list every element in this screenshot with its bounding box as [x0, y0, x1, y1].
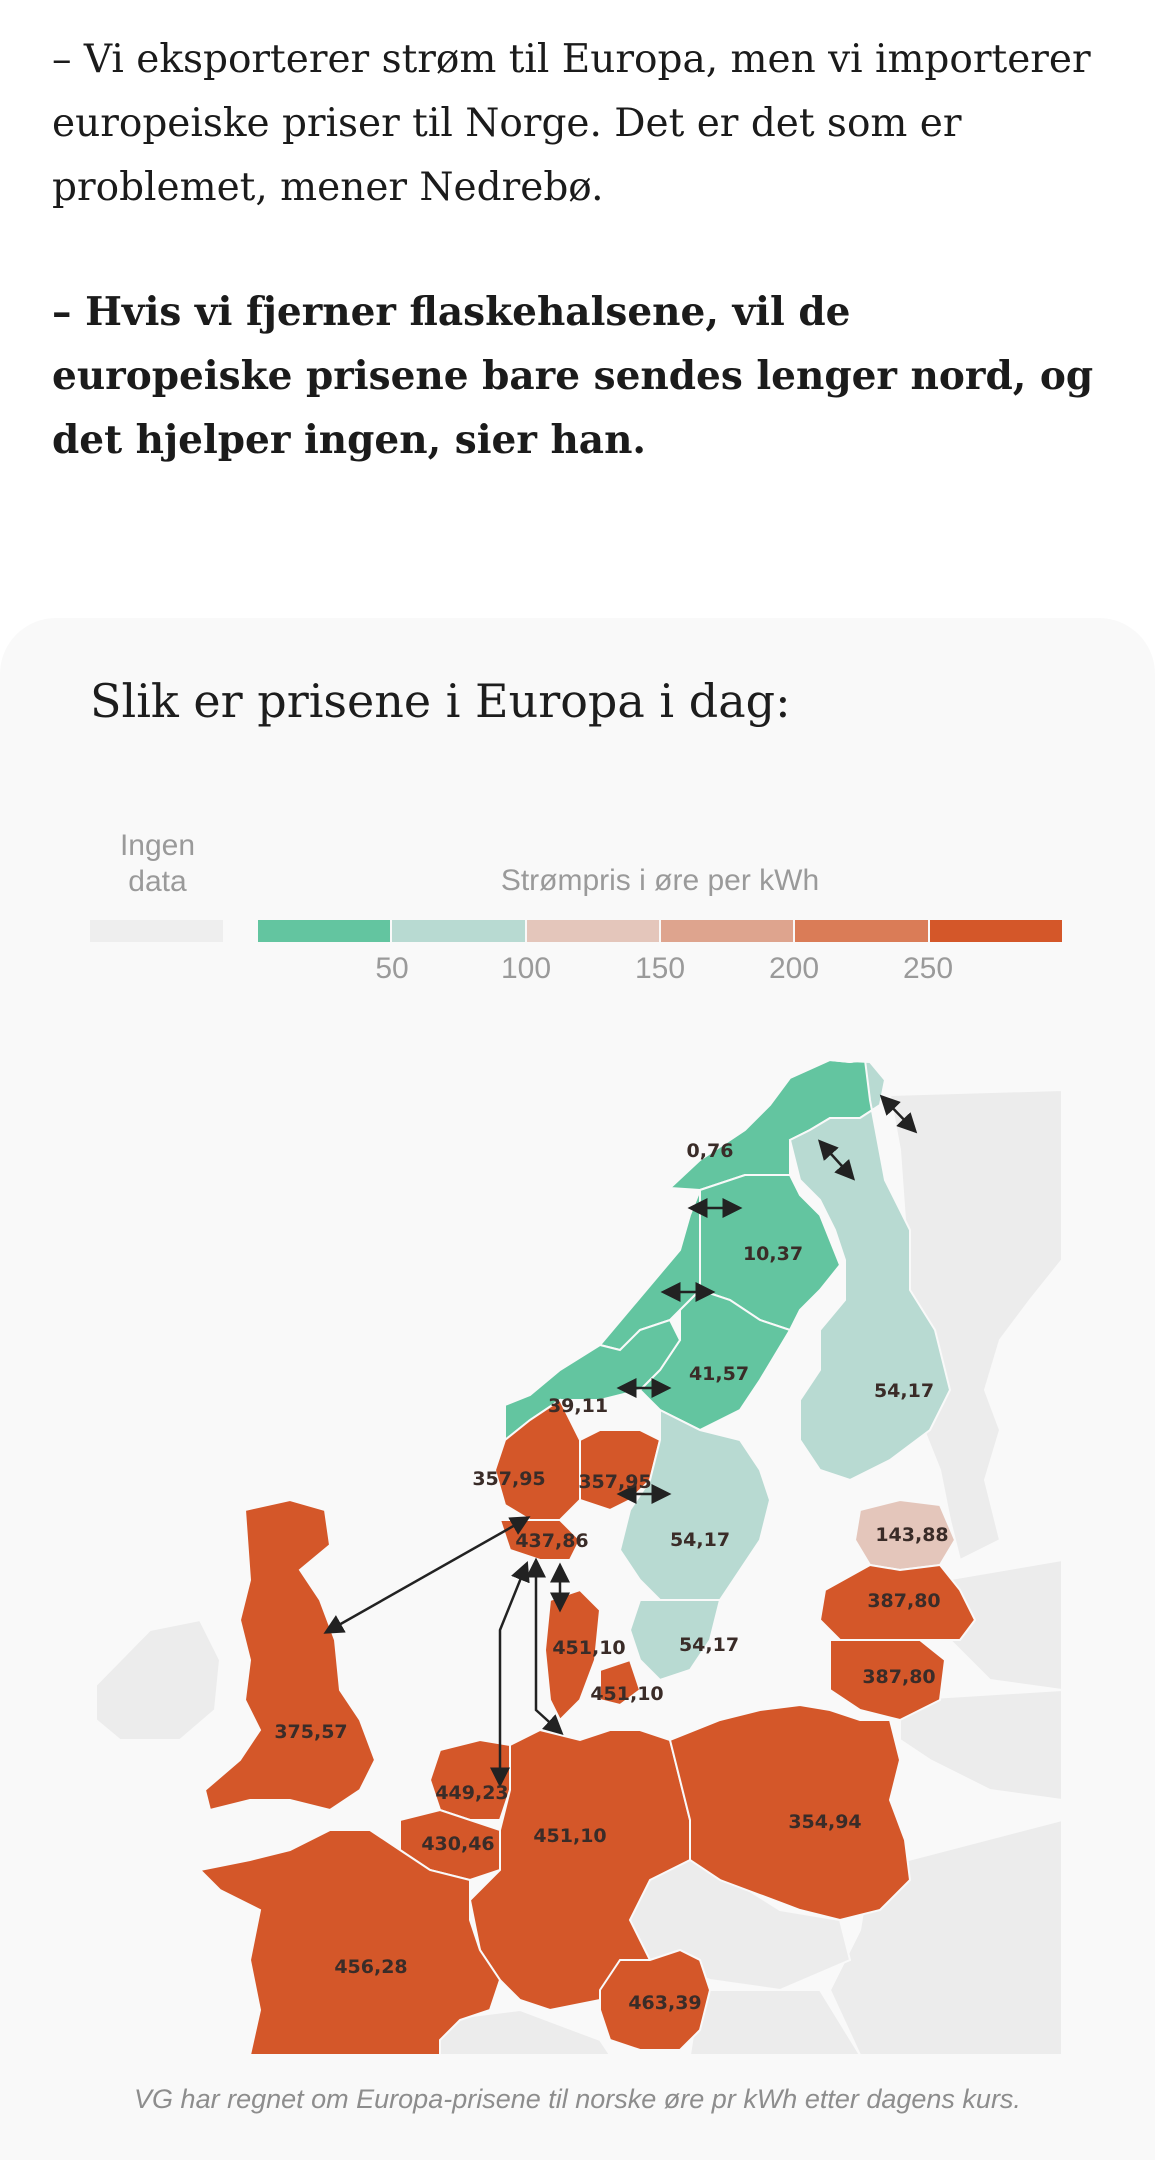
price-label: 39,11 — [548, 1395, 608, 1417]
legend-tick: 100 — [500, 952, 552, 985]
map-card: Slik er prisene i Europa i dag: Ingen da… — [0, 618, 1155, 2160]
price-label: 10,37 — [743, 1243, 803, 1265]
map-caption: VG har regnet om Europa-prisene til nors… — [134, 2084, 1021, 2114]
region-sweden-se4 — [628, 1599, 722, 1682]
price-label: 375,57 — [274, 1721, 347, 1743]
region-netherlands — [428, 1738, 511, 1821]
price-label: 463,39 — [628, 1992, 701, 2014]
region-uk — [203, 1498, 377, 1812]
price-label: 0,76 — [687, 1140, 734, 1162]
region-latvia — [818, 1563, 977, 1641]
legend-swatch — [660, 920, 796, 942]
price-label: 54,17 — [874, 1380, 934, 1402]
price-label: 387,80 — [867, 1590, 940, 1612]
ireland-region — [95, 1618, 222, 1741]
legend-color-scale — [258, 920, 1062, 942]
price-label: 451,10 — [552, 1637, 625, 1659]
legend-title: Strømpris i øre per kWh — [500, 864, 820, 897]
region-austria — [599, 1948, 712, 2051]
legend-no-data-label: Ingen data — [119, 829, 196, 898]
price-label: 54,17 — [679, 1634, 739, 1656]
price-label: 143,88 — [875, 1524, 948, 1546]
legend-tick: 150 — [634, 952, 686, 985]
legend-tick: 250 — [902, 952, 954, 985]
price-label: 41,57 — [689, 1363, 749, 1385]
legend-swatch — [526, 920, 661, 942]
interconnector-arrow — [526, 1557, 564, 1736]
legend-swatch — [795, 920, 930, 942]
legend-tick: 50 — [375, 952, 409, 985]
price-label: 437,86 — [515, 1530, 588, 1552]
price-label: 449,23 — [435, 1782, 508, 1804]
legend-no-data-swatch — [90, 920, 223, 942]
europe-price-map: 0,76 10,37 41,57 39,11 54,17 54,17 54,17… — [95, 1058, 1063, 2056]
legend-swatch — [929, 920, 1062, 942]
price-label: 387,80 — [862, 1666, 935, 1688]
interconnector-arrow — [490, 1561, 530, 1788]
region-norway-no2 — [493, 1398, 581, 1521]
region-denmark-dk2 — [599, 1658, 642, 1707]
price-label: 451,10 — [533, 1825, 606, 1847]
region-poland — [668, 1703, 912, 1922]
legend-tick: 200 — [768, 952, 820, 985]
article-paragraph-bold: – Hvis vi fjerner flaskehalsene, vil de … — [52, 289, 1094, 463]
legend-swatch — [392, 920, 527, 942]
price-label: 54,17 — [670, 1529, 730, 1551]
interconnector-arrow — [879, 1094, 918, 1134]
legend-swatch — [258, 920, 393, 942]
price-label: 430,46 — [421, 1833, 494, 1855]
price-label: 451,10 — [590, 1683, 663, 1705]
price-label: 357,95 — [472, 1468, 545, 1490]
region-france — [197, 1829, 502, 2056]
price-label: 357,95 — [578, 1471, 651, 1493]
price-label: 354,94 — [788, 1811, 861, 1833]
region-lithuania — [829, 1639, 947, 1722]
region-norway-no5 — [504, 1318, 682, 1443]
interconnector-arrow — [323, 1516, 531, 1634]
article-paragraph: – Vi eksporterer strøm til Europa, men v… — [52, 37, 1091, 210]
interconnector-arrow — [817, 1139, 856, 1181]
map-title: Slik er prisene i Europa i dag: — [90, 674, 791, 728]
article-body: – Vi eksporterer strøm til Europa, men v… — [0, 0, 1155, 472]
price-label: 456,28 — [334, 1956, 407, 1978]
